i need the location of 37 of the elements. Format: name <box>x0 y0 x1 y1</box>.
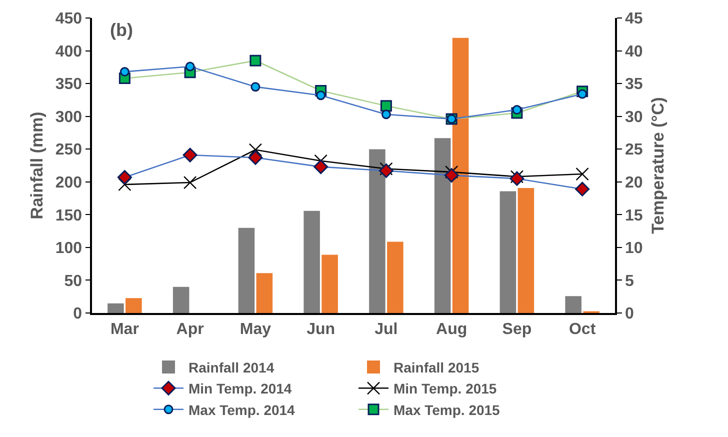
y2-tick-label: 40 <box>624 43 643 60</box>
annotation: (b) <box>110 20 133 40</box>
y2-axis-title: Temperature (°C) <box>648 97 668 234</box>
y-tick-label: 200 <box>55 174 82 192</box>
y-tick-label: 50 <box>64 272 82 290</box>
legend-label: Min Temp. 2014 <box>188 380 292 397</box>
y-tick-label: 250 <box>55 142 82 159</box>
y-tick-label: 350 <box>55 76 82 94</box>
x-tick-label: Jun <box>306 320 336 338</box>
legend-label: Max Temp. 2014 <box>188 402 296 418</box>
y-tick-label: 400 <box>55 43 82 60</box>
y2-tick-label: 35 <box>624 76 643 94</box>
y2-tick-label: 30 <box>624 108 643 126</box>
x-tick-label: May <box>240 320 272 338</box>
legend-label: Rainfall 2015 <box>394 359 480 376</box>
x-tick-label: Aug <box>436 320 468 338</box>
x-tick-label: Sep <box>502 320 532 338</box>
y2-tick-label: 20 <box>624 174 643 192</box>
y-tick-label: 100 <box>55 240 82 258</box>
y2-tick-label: 5 <box>624 272 634 290</box>
x-tick-label: Jul <box>374 320 398 338</box>
y2-tick-label: 10 <box>624 240 643 258</box>
y2-tick-label: 45 <box>624 10 643 28</box>
y-axis-title: Rainfall (mm) <box>27 112 46 220</box>
x-tick-label: Oct <box>568 320 596 338</box>
x-tick-label: Apr <box>176 320 204 338</box>
x-tick-label: Mar <box>110 320 139 338</box>
y-tick-label: 0 <box>73 306 82 323</box>
y2-tick-label: 25 <box>624 142 643 159</box>
y-tick-label: 300 <box>55 108 82 126</box>
y-tick-label: 450 <box>55 10 82 28</box>
y2-tick-label: 0 <box>624 306 634 323</box>
y-tick-label: 150 <box>55 207 82 224</box>
legend-label: Rainfall 2014 <box>188 359 274 376</box>
y2-tick-label: 15 <box>624 207 643 224</box>
legend-label: Min Temp. 2015 <box>394 380 497 397</box>
legend-label: Max Temp. 2015 <box>394 402 500 418</box>
